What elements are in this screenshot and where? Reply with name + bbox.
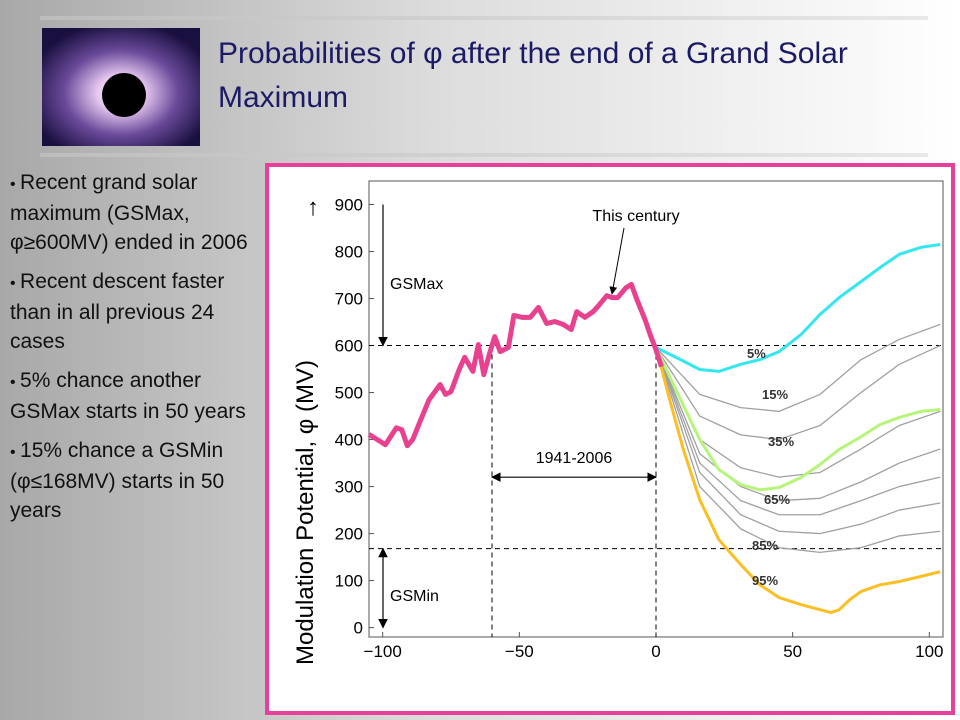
data-line <box>655 347 941 535</box>
x-tick-label: 100 <box>915 642 943 661</box>
y-tick-label: 400 <box>335 431 363 450</box>
y-tick-label: 600 <box>335 337 363 356</box>
y-tick-label: 900 <box>335 196 363 215</box>
y-tick-label: 700 <box>335 290 363 309</box>
annotation: GSMin <box>390 588 439 605</box>
y-tick-label: 300 <box>335 478 363 497</box>
annotation: GSMax <box>390 276 443 293</box>
bullet-list: Recent grand solar maximum (GSMax, φ≥600… <box>10 168 268 535</box>
y-tick-label: 100 <box>335 572 363 591</box>
data-line <box>655 347 941 502</box>
eclipse-moon <box>102 73 146 117</box>
bullet: Recent grand solar maximum (GSMax, φ≥600… <box>10 168 268 257</box>
x-tick-label: −100 <box>364 642 402 661</box>
bullet: 15% chance a GSMin (φ≤168MV) starts in 5… <box>10 436 268 525</box>
y-axis-label: Modulation Potential, φ (MV) <box>292 360 319 665</box>
curve-label: 85% <box>752 538 778 553</box>
data-line <box>654 346 941 492</box>
span-label: 1941-2006 <box>536 450 613 467</box>
curve-label: 35% <box>768 434 794 449</box>
data-line <box>654 347 941 615</box>
x-tick-label: 50 <box>783 642 802 661</box>
curve-label: 5% <box>747 346 766 361</box>
data-line <box>655 242 941 373</box>
y-tick-label: 800 <box>335 243 363 262</box>
data-line <box>367 281 664 449</box>
bullet: Recent descent faster than in all previo… <box>10 267 268 356</box>
curve-label: 65% <box>764 492 790 507</box>
curve-label: 15% <box>762 387 788 402</box>
data-line <box>655 347 941 554</box>
data-line <box>655 344 941 441</box>
x-tick-label: 0 <box>651 642 660 661</box>
curve-label: 95% <box>752 573 778 588</box>
y-tick-label: 0 <box>354 619 363 638</box>
y-axis-arrow: ↑ <box>307 194 319 221</box>
annotation: This century <box>592 208 679 225</box>
y-tick-label: 500 <box>335 384 363 403</box>
top-rule <box>40 16 928 20</box>
bullet: 5% chance another GSMax starts in 50 yea… <box>10 366 268 426</box>
x-tick-label: −50 <box>505 642 534 661</box>
annotation-arrow <box>609 227 625 295</box>
data-line <box>655 347 941 516</box>
data-line <box>655 323 941 413</box>
slide-title: Probabilities of φ after the end of a Gr… <box>218 37 848 114</box>
bottom-rule <box>40 153 928 157</box>
data-line <box>655 347 941 478</box>
y-tick-label: 200 <box>335 525 363 544</box>
